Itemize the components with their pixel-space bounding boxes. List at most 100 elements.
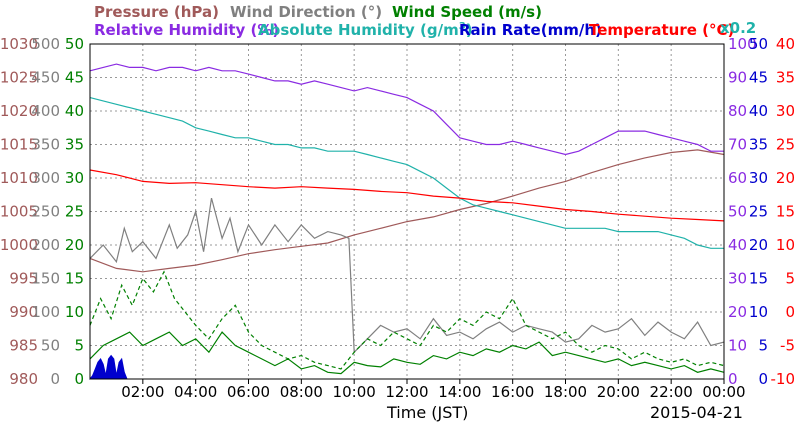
x-axis: 02:00 04:00 06:00 08:00 10:00 12:00 14:00 16:00…: [121, 379, 746, 401]
y-tick-wind-direction: 250: [31, 203, 60, 221]
y-tick-rain-rate: 0: [758, 370, 768, 388]
y-tick-rain-rate: 45: [749, 69, 768, 87]
y-tick-wind-speed: 0: [74, 370, 84, 388]
y-tick-humidity: 30: [728, 270, 747, 288]
y-tick-humidity: 0: [728, 370, 738, 388]
series-wind-speed-gust: [89, 270, 725, 370]
y-tick-wind-direction: 200: [31, 236, 60, 254]
y-tick-wind-direction: 100: [31, 303, 60, 321]
y-tick-wind-speed: 35: [65, 136, 84, 154]
y-tick-wind-speed: 15: [65, 270, 84, 288]
y-tick-temperature: 25: [776, 136, 795, 154]
y-tick-rain-rate: 50: [749, 35, 768, 53]
y-tick-humidity: 40: [728, 236, 747, 254]
y-tick-humidity: 100: [728, 35, 757, 53]
y-tick-wind-speed: 45: [65, 69, 84, 87]
plot-area: [88, 63, 725, 380]
y-axes: 1030102510201015101010051000995990985980…: [0, 35, 795, 388]
y-tick-wind-direction: 400: [31, 102, 60, 120]
y-tick-pressure: 1005: [0, 203, 38, 221]
y-tick-temperature: -10: [771, 370, 796, 388]
legend-abs-humidity: Absolute Humidity (g/m3): [258, 21, 473, 39]
series-rel-humidity: [89, 63, 724, 156]
y-tick-humidity: 60: [728, 169, 747, 187]
x-tick-label: 08:00: [280, 383, 323, 401]
y-tick-temperature: 30: [776, 102, 795, 120]
series-wind-speed: [89, 331, 725, 375]
y-tick-wind-speed: 10: [65, 303, 84, 321]
x-tick-label: 06:00: [227, 383, 270, 401]
y-tick-temperature: 35: [776, 69, 795, 87]
y-tick-temperature: -5: [780, 337, 795, 355]
y-tick-humidity: 80: [728, 102, 747, 120]
legend-pressure: Pressure (hPa): [94, 3, 219, 21]
y-tick-pressure: 980: [9, 370, 38, 388]
legend-abs-humidity-close: ): [466, 21, 473, 39]
y-tick-humidity: 20: [728, 303, 747, 321]
y-tick-wind-direction: 150: [31, 270, 60, 288]
y-tick-wind-direction: 500: [31, 35, 60, 53]
y-tick-rain-rate: 15: [749, 270, 768, 288]
y-tick-rain-rate: 40: [749, 102, 768, 120]
x-tick-label: 04:00: [174, 383, 217, 401]
y-tick-temperature: 0: [785, 303, 795, 321]
y-tick-wind-direction: 50: [41, 337, 60, 355]
y-tick-humidity: 70: [728, 136, 747, 154]
x-axis-date: 2015-04-21: [650, 403, 743, 422]
x-tick-label: 18:00: [544, 383, 587, 401]
x-tick-label: 12:00: [385, 383, 428, 401]
legend-rel-humidity: Relative Humidity (%): [94, 21, 279, 39]
series-abs-humidity: [89, 97, 724, 249]
y-tick-rain-rate: 35: [749, 136, 768, 154]
legend-abs-humidity-sup: 3: [459, 21, 466, 32]
y-tick-rain-rate: 10: [749, 303, 768, 321]
y-tick-wind-speed: 40: [65, 102, 84, 120]
y-tick-pressure: 1010: [0, 169, 38, 187]
x-tick-label: 16:00: [491, 383, 534, 401]
series-temperature: [89, 169, 725, 222]
y-tick-rain-rate: 5: [758, 337, 768, 355]
abs-humidity-scale-note: x0.2: [720, 19, 756, 37]
y-tick-rain-rate: 25: [749, 203, 768, 221]
series-pressure: [89, 149, 725, 273]
x-tick-label: 00:00: [702, 383, 745, 401]
y-tick-pressure: 1015: [0, 136, 38, 154]
series-wind-direction: [89, 197, 725, 354]
y-tick-wind-speed: 25: [65, 203, 84, 221]
y-tick-temperature: 40: [776, 35, 795, 53]
y-tick-pressure: 1000: [0, 236, 38, 254]
y-tick-temperature: 10: [776, 236, 795, 254]
y-tick-rain-rate: 30: [749, 169, 768, 187]
y-tick-temperature: 15: [776, 203, 795, 221]
y-tick-pressure: 985: [9, 337, 38, 355]
y-tick-pressure: 990: [9, 303, 38, 321]
legend-wind-speed: Wind Speed (m/s): [392, 3, 542, 21]
x-tick-label: 02:00: [121, 383, 164, 401]
y-tick-pressure: 1025: [0, 69, 38, 87]
y-tick-humidity: 90: [728, 69, 747, 87]
x-axis-label: Time (JST): [386, 403, 468, 422]
y-tick-humidity: 50: [728, 203, 747, 221]
y-tick-wind-direction: 450: [31, 69, 60, 87]
x-tick-label: 22:00: [650, 383, 693, 401]
y-tick-temperature: 20: [776, 169, 795, 187]
y-tick-humidity: 10: [728, 337, 747, 355]
y-tick-pressure: 1020: [0, 102, 38, 120]
y-tick-temperature: 5: [785, 270, 795, 288]
legend-temperature: Temperature (°C): [589, 21, 734, 39]
y-tick-rain-rate: 20: [749, 236, 768, 254]
series-rain-rate: [88, 354, 128, 380]
x-tick-label: 10:00: [333, 383, 376, 401]
y-tick-wind-speed: 5: [74, 337, 84, 355]
y-tick-pressure: 1030: [0, 35, 38, 53]
y-tick-wind-speed: 30: [65, 169, 84, 187]
legend-rain-rate: Rain Rate(mm/h): [459, 21, 602, 39]
y-tick-wind-direction: 350: [31, 136, 60, 154]
y-tick-wind-speed: 20: [65, 236, 84, 254]
plot-frame: [89, 43, 725, 380]
x-tick-label: 14:00: [438, 383, 481, 401]
y-tick-wind-direction: 300: [31, 169, 60, 187]
y-tick-wind-direction: 0: [50, 370, 60, 388]
y-tick-wind-speed: 50: [65, 35, 84, 53]
